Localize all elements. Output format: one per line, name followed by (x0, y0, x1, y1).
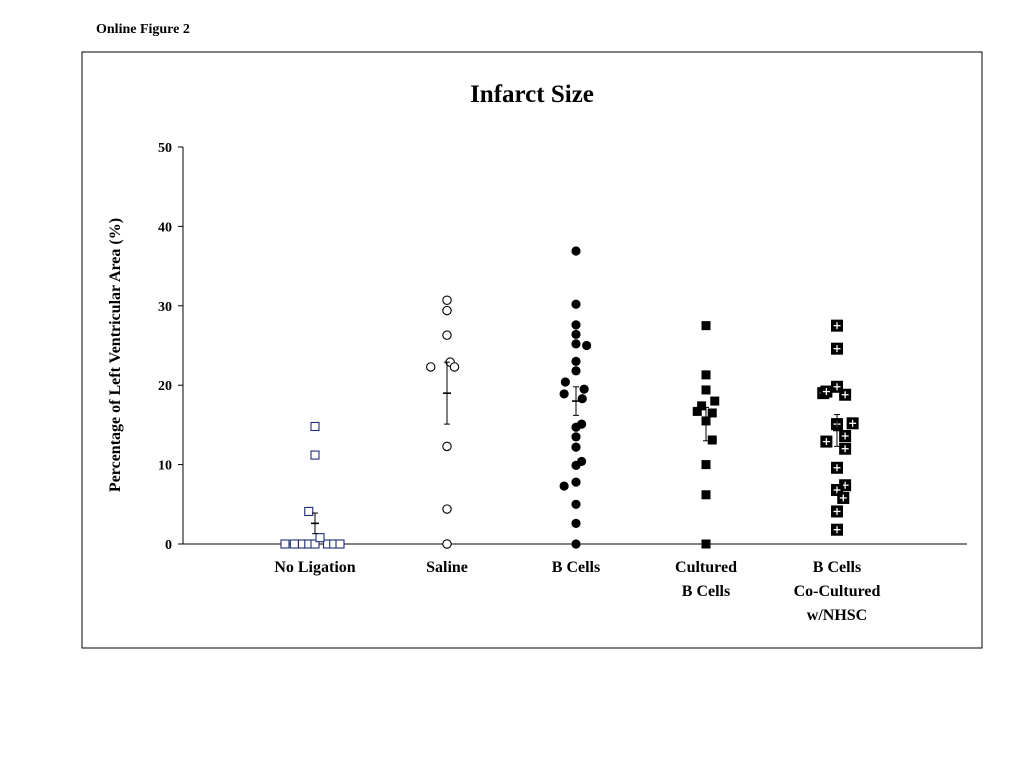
data-point (697, 401, 707, 411)
group-1-points (280, 421, 345, 549)
y-tick-label-10: 10 (158, 459, 172, 474)
y-tick-label-30: 30 (158, 300, 172, 315)
data-point (577, 456, 587, 467)
y-tick-label-40: 40 (158, 220, 172, 235)
data-point (442, 504, 452, 514)
data-point (560, 377, 570, 387)
data-point (571, 339, 581, 349)
data-point (579, 384, 589, 394)
data-point (701, 385, 711, 395)
data-point (839, 442, 852, 455)
data-point (571, 432, 581, 442)
x-category-line: B Cells (813, 559, 861, 576)
data-point (701, 370, 711, 380)
x-category-line: B Cells (552, 559, 600, 576)
x-category-line: Saline (426, 559, 468, 576)
group-3-error-bar (572, 386, 580, 416)
data-point (571, 356, 581, 366)
x-category-label-4: Cultured B Cells (675, 559, 737, 600)
group-5-error-bar (833, 414, 841, 447)
x-category-label-2: Saline (426, 559, 468, 576)
data-point (442, 305, 452, 316)
data-point (449, 362, 460, 372)
x-category-line: Cultured (675, 559, 737, 576)
x-category-label-5: B Cells Co-Cultured w/NHSC (794, 559, 881, 624)
data-points (280, 246, 859, 549)
group-4-error-bar (702, 406, 710, 442)
data-point (831, 342, 843, 355)
data-point (710, 396, 720, 406)
chart-title: Infarct Size (470, 81, 594, 108)
figure-label: Online Figure 2 (96, 22, 190, 37)
data-point (831, 319, 843, 332)
data-point (577, 394, 587, 404)
data-point (571, 477, 581, 487)
data-point (304, 506, 314, 516)
data-point (559, 389, 569, 399)
data-point (831, 523, 843, 536)
data-point (831, 505, 843, 518)
data-point (310, 539, 320, 549)
data-point (571, 442, 581, 452)
x-category-line: w/NHSC (807, 607, 867, 624)
data-point (571, 499, 581, 509)
group-2-error-bar (443, 361, 451, 425)
group-2-points (425, 295, 460, 549)
x-category-line: Co-Cultured (794, 583, 881, 600)
data-point (571, 518, 581, 528)
data-point (707, 435, 717, 445)
data-point (820, 435, 833, 448)
data-point (839, 430, 852, 443)
data-point (701, 321, 711, 331)
x-category-line: B Cells (682, 583, 730, 600)
data-point (582, 340, 592, 351)
group-5-points (817, 319, 859, 536)
data-point (442, 295, 452, 305)
data-point (442, 539, 452, 549)
data-point (310, 450, 320, 460)
data-point (289, 539, 299, 549)
data-point (820, 385, 833, 398)
data-point (571, 320, 581, 330)
data-point (701, 539, 711, 549)
data-point (831, 461, 843, 474)
data-point (707, 408, 717, 418)
data-point (577, 419, 587, 429)
data-point (571, 366, 581, 376)
data-point (559, 481, 569, 491)
x-category-line: No Ligation (274, 559, 355, 576)
data-point (846, 417, 859, 430)
data-point (692, 406, 702, 416)
y-tick-label-0: 0 (165, 538, 172, 553)
data-point (280, 539, 290, 549)
data-point (701, 490, 711, 500)
data-point (571, 329, 581, 339)
chart-frame (81, 51, 983, 649)
x-category-label-3: B Cells (552, 559, 600, 576)
data-point (442, 330, 452, 340)
group-4-points (692, 321, 720, 549)
data-point (335, 539, 345, 549)
x-category-label-1: No Ligation (274, 559, 355, 576)
y-tick-label-50: 50 (158, 141, 172, 156)
data-point (571, 246, 581, 256)
data-point (701, 460, 711, 470)
data-point (839, 388, 852, 401)
y-axis-label: Percentage of Left Ventricular Area (%) (107, 218, 124, 492)
data-point (571, 539, 581, 549)
group-1-error-bar (311, 512, 319, 535)
y-tick-label-20: 20 (158, 379, 172, 394)
data-point (310, 421, 320, 432)
data-point (315, 533, 325, 543)
data-point (425, 362, 436, 372)
data-point (442, 441, 452, 452)
data-point (837, 491, 850, 504)
group-3-points (559, 246, 592, 549)
data-point (571, 299, 581, 309)
